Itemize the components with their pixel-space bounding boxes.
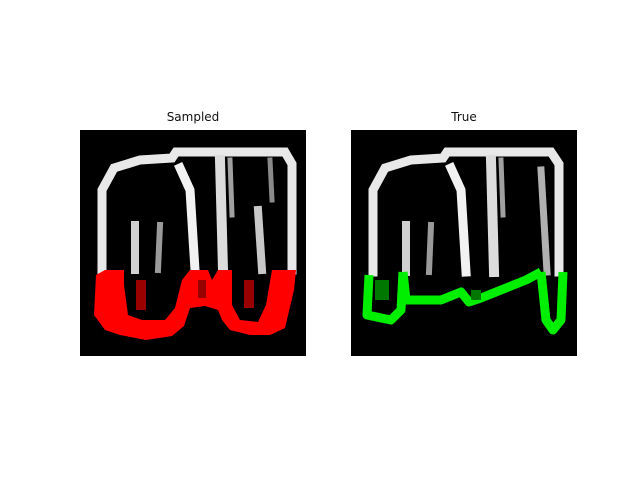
true-white-strokes: [368, 147, 564, 278]
sampled-title: Sampled: [166, 110, 220, 124]
sampled-image: [80, 130, 306, 356]
true-image-svg: [351, 130, 577, 356]
true-title: True: [451, 110, 477, 124]
sampled-red-overlay: [94, 270, 296, 340]
true-green-overlay: [362, 268, 568, 335]
sampled-red-dark: [136, 280, 254, 310]
true-image: [351, 130, 577, 356]
sampled-white-strokes: [97, 147, 297, 276]
sampled-panel: Sampled: [80, 108, 306, 356]
sampled-image-svg: [80, 130, 306, 356]
true-panel: True: [351, 108, 577, 356]
true-green-dark: [375, 280, 481, 300]
